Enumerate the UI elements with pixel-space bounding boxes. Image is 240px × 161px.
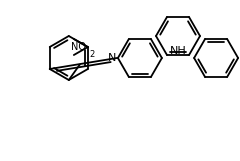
- Text: N: N: [108, 53, 116, 63]
- Text: NH: NH: [170, 46, 186, 56]
- Text: NO: NO: [71, 42, 86, 52]
- Text: 2: 2: [90, 50, 95, 59]
